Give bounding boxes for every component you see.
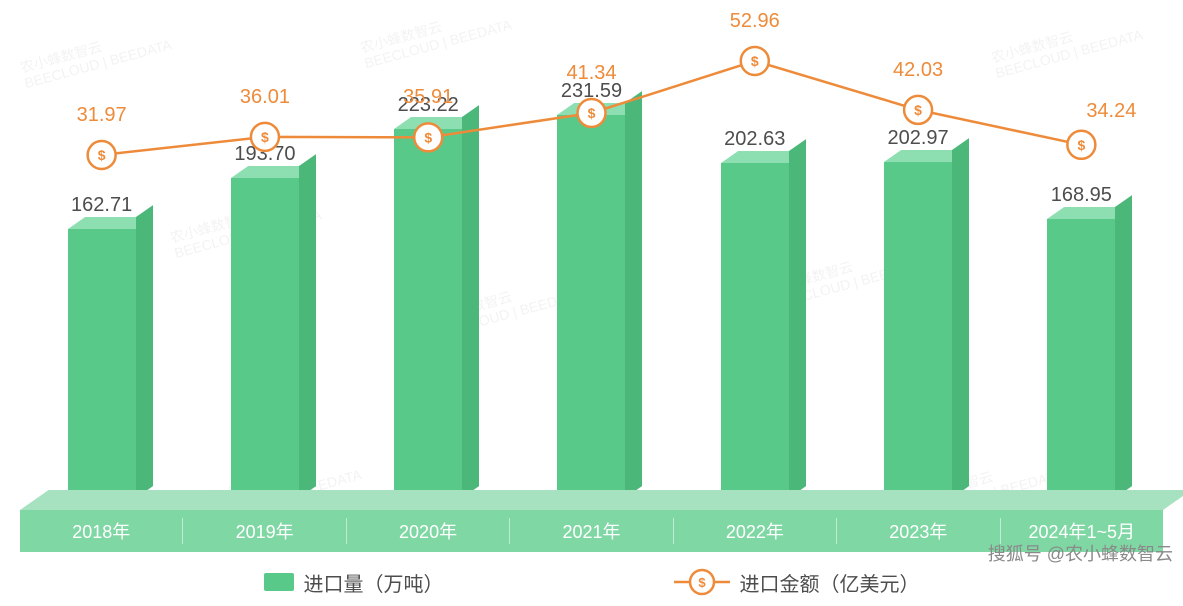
legend-item-line: $ 进口金额（亿美元）: [674, 568, 920, 597]
legend-swatch-line: $: [674, 568, 730, 596]
legend-label-line: 进口金额（亿美元）: [740, 568, 920, 597]
svg-text:$: $: [698, 575, 706, 590]
line-value-label: 34.24: [1086, 100, 1136, 123]
legend: 进口量（万吨） $ 进口金额（亿美元）: [0, 562, 1183, 602]
svg-text:$: $: [424, 129, 432, 145]
platform-top-3d: [20, 490, 1183, 510]
line-marker: $: [251, 123, 279, 151]
x-axis-label: 2022年: [674, 518, 837, 544]
svg-text:$: $: [1077, 137, 1085, 153]
line-value-label: 36.01: [240, 86, 290, 109]
line-marker: $: [578, 99, 606, 127]
line-marker: $: [1067, 131, 1095, 159]
line-marker: $: [414, 123, 442, 151]
svg-text:$: $: [98, 147, 106, 163]
line-value-label: 52.96: [730, 10, 780, 33]
x-axis-label: 2018年: [20, 518, 183, 544]
line-value-label: 41.34: [566, 62, 616, 85]
line-value-label: 35.91: [403, 86, 453, 109]
svg-text:$: $: [914, 102, 922, 118]
x-axis-label: 2020年: [347, 518, 510, 544]
line-value-label: 31.97: [77, 104, 127, 127]
line-marker: $: [904, 96, 932, 124]
import-chart: 农小蜂数智云BEECLOUD | BEEDATA 农小蜂数智云BEECLOUD …: [0, 0, 1183, 606]
legend-label-bar: 进口量（万吨）: [304, 568, 444, 597]
svg-text:$: $: [588, 105, 596, 121]
x-axis-label: 2023年: [837, 518, 1000, 544]
legend-swatch-bar: [264, 573, 294, 591]
legend-item-bar: 进口量（万吨）: [264, 568, 444, 597]
svg-text:$: $: [751, 53, 759, 69]
x-axis-label: 2021年: [510, 518, 673, 544]
svg-text:$: $: [261, 129, 269, 145]
line-marker: $: [741, 47, 769, 75]
line-marker: $: [88, 141, 116, 169]
line-value-label: 42.03: [893, 59, 943, 82]
x-axis-label: 2019年: [183, 518, 346, 544]
attribution: 搜狐号 @农小蜂数智云: [988, 540, 1173, 566]
